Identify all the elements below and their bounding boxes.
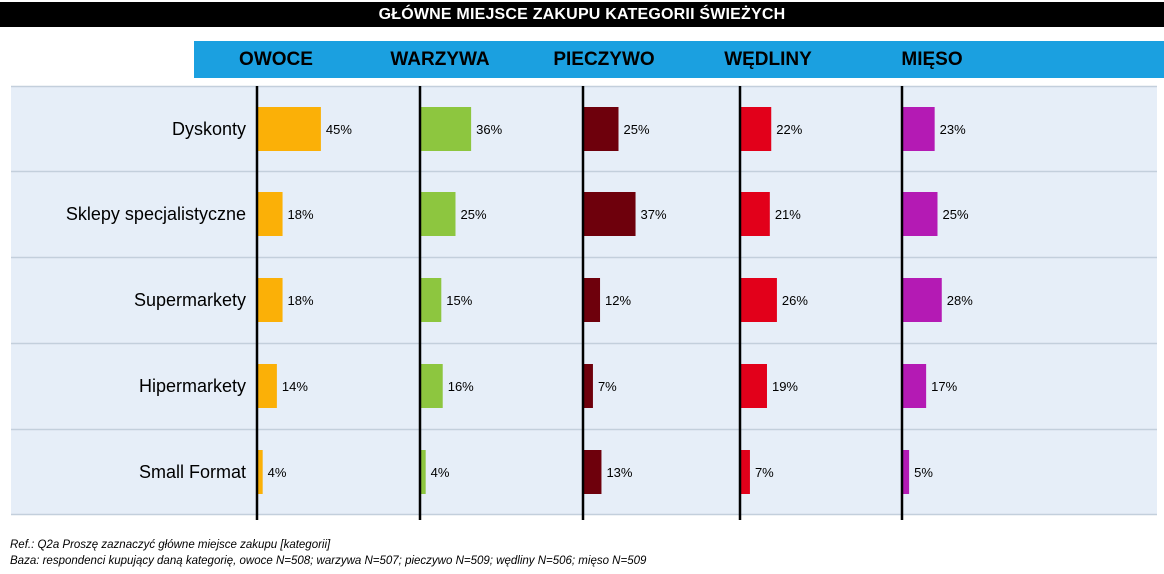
footnote-base: Baza: respondenci kupujący daną kategori… bbox=[10, 555, 647, 567]
row-label: Hipermarkety bbox=[139, 376, 246, 396]
bar bbox=[420, 450, 426, 494]
data-label: 19% bbox=[772, 379, 798, 394]
data-label: 4% bbox=[431, 465, 450, 480]
bar bbox=[740, 450, 750, 494]
bar bbox=[257, 450, 263, 494]
bar bbox=[902, 364, 927, 408]
data-label: 36% bbox=[476, 122, 502, 137]
bar bbox=[902, 278, 942, 322]
data-label: 7% bbox=[598, 379, 617, 394]
row-label: Supermarkety bbox=[134, 290, 246, 310]
data-label: 7% bbox=[755, 465, 774, 480]
data-label: 22% bbox=[776, 122, 802, 137]
bar bbox=[257, 364, 277, 408]
data-label: 25% bbox=[624, 122, 650, 137]
footnote-ref: Ref.: Q2a Proszę zaznaczyć główne miejsc… bbox=[10, 539, 331, 551]
bar bbox=[257, 107, 321, 151]
data-label: 37% bbox=[641, 207, 667, 222]
data-label: 23% bbox=[940, 122, 966, 137]
data-label: 17% bbox=[931, 379, 957, 394]
bar bbox=[740, 364, 767, 408]
data-label: 28% bbox=[947, 293, 973, 308]
bar bbox=[902, 450, 910, 494]
data-label: 4% bbox=[268, 465, 287, 480]
category-header-band bbox=[194, 41, 1164, 78]
column-header: OWOCE bbox=[239, 49, 313, 70]
data-label: 25% bbox=[461, 207, 487, 222]
data-label: 13% bbox=[606, 465, 632, 480]
column-header: MIĘSO bbox=[901, 49, 963, 70]
bar bbox=[902, 107, 935, 151]
chart-title: GŁÓWNE MIEJSCE ZAKUPU KATEGORII ŚWIEŻYCH bbox=[0, 2, 1164, 27]
column-header: PIECZYWO bbox=[553, 49, 655, 70]
bar bbox=[420, 107, 472, 151]
column-header: WĘDLINY bbox=[724, 49, 812, 70]
bar bbox=[740, 192, 770, 236]
data-label: 45% bbox=[326, 122, 352, 137]
data-label: 15% bbox=[446, 293, 472, 308]
data-label: 14% bbox=[282, 379, 308, 394]
bar bbox=[902, 192, 938, 236]
bar bbox=[740, 278, 777, 322]
column-header: WARZYWA bbox=[390, 49, 490, 70]
data-label: 26% bbox=[782, 293, 808, 308]
data-label: 18% bbox=[288, 207, 314, 222]
row-label: Small Format bbox=[139, 462, 246, 482]
data-label: 21% bbox=[775, 207, 801, 222]
data-label: 25% bbox=[943, 207, 969, 222]
bar bbox=[257, 278, 283, 322]
bar bbox=[420, 192, 456, 236]
bar bbox=[420, 364, 443, 408]
bar bbox=[740, 107, 772, 151]
data-label: 12% bbox=[605, 293, 631, 308]
row-label: Dyskonty bbox=[172, 119, 246, 139]
row-label: Sklepy specjalistyczne bbox=[66, 204, 246, 224]
bar bbox=[257, 192, 283, 236]
data-label: 5% bbox=[914, 465, 933, 480]
bar bbox=[583, 107, 619, 151]
bar bbox=[583, 278, 601, 322]
data-label: 18% bbox=[288, 293, 314, 308]
data-label: 16% bbox=[448, 379, 474, 394]
bar bbox=[583, 450, 602, 494]
bar bbox=[583, 192, 636, 236]
bar bbox=[420, 278, 442, 322]
bar bbox=[583, 364, 593, 408]
